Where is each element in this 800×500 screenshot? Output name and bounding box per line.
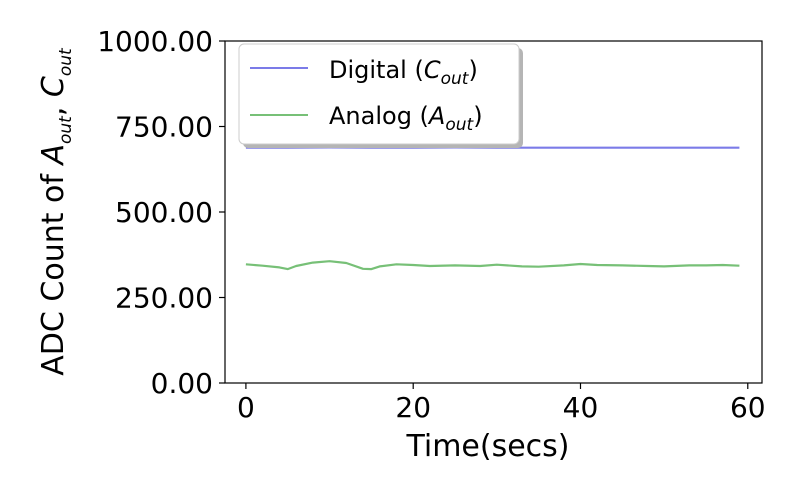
legend-digital-close: ) bbox=[468, 56, 477, 84]
y-label-a-symbol: A bbox=[36, 144, 71, 167]
legend-label-digital: Digital (Cout) bbox=[329, 56, 478, 89]
series-line-analog bbox=[245, 260, 740, 271]
y-label-a-sub: out bbox=[56, 115, 76, 144]
y-tick-label: 1000.00 bbox=[97, 25, 213, 58]
x-tick-label: 20 bbox=[395, 391, 431, 424]
y-tick-label: 750.00 bbox=[115, 111, 213, 144]
legend-analog-text: Analog ( bbox=[329, 102, 429, 130]
legend-analog-sub: out bbox=[445, 115, 474, 135]
legend-digital-text: Digital ( bbox=[329, 56, 424, 84]
y-tick-label: 250.00 bbox=[115, 282, 213, 315]
legend-box bbox=[238, 43, 520, 145]
legend-label-analog: Analog (Aout) bbox=[329, 102, 483, 135]
x-tick-label: 0 bbox=[237, 391, 255, 424]
y-tick-label: 0.00 bbox=[151, 367, 213, 400]
legend-digital-symbol: C bbox=[424, 56, 441, 84]
y-axis-label: ADC Count of Aout, Cout bbox=[36, 47, 76, 376]
legend-analog-close: ) bbox=[473, 102, 482, 130]
y-label-prefix: ADC Count of bbox=[36, 165, 71, 376]
legend: Digital (Cout) Analog (Aout) bbox=[238, 43, 523, 148]
x-tick-label: 60 bbox=[730, 391, 766, 424]
y-label-c-symbol: C bbox=[36, 76, 71, 97]
x-axis: 0 20 40 60 bbox=[237, 383, 766, 424]
x-axis-label: Time(secs) bbox=[405, 429, 569, 464]
y-axis: 0.00 250.00 500.00 750.00 1000.00 bbox=[97, 25, 225, 400]
y-label-c-sub: out bbox=[56, 47, 76, 76]
x-tick-label: 40 bbox=[563, 391, 599, 424]
legend-digital-sub: out bbox=[441, 69, 470, 89]
legend-analog-symbol: A bbox=[427, 102, 445, 130]
y-label-separator: , bbox=[36, 97, 71, 116]
y-tick-label: 500.00 bbox=[115, 196, 213, 229]
